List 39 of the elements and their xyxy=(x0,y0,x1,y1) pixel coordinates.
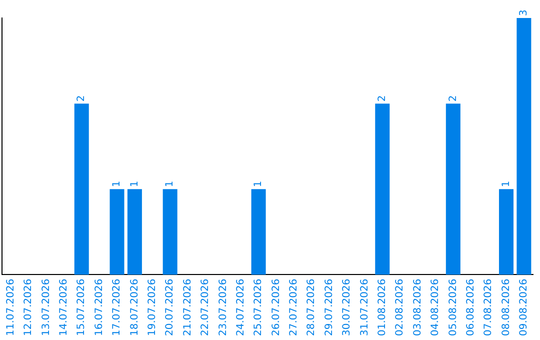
x-tick-label: 18.07.2026 xyxy=(129,278,140,336)
x-tick-label: 15.07.2026 xyxy=(76,278,88,336)
data-label: 1 xyxy=(129,180,140,188)
x-tick-label: 09.08.2026 xyxy=(518,278,530,336)
x-tick-label: 21.07.2026 xyxy=(182,278,194,336)
x-tick-label: 14.07.2026 xyxy=(58,278,70,336)
x-tick-label: 23.07.2026 xyxy=(218,278,229,336)
x-tick-label: 04.08.2026 xyxy=(430,278,442,336)
data-label: 3 xyxy=(518,10,530,16)
data-label: 2 xyxy=(448,95,459,102)
x-tick-label: 19.07.2026 xyxy=(146,278,158,336)
data-label: 1 xyxy=(112,180,123,188)
x-tick-label: 25.07.2026 xyxy=(253,278,264,336)
x-tick-label: 24.07.2026 xyxy=(235,278,246,336)
data-label: 1 xyxy=(164,180,176,188)
x-tick-label: 27.07.2026 xyxy=(288,278,300,336)
x-tick-label: 22.07.2026 xyxy=(200,278,212,336)
data-label: 2 xyxy=(76,95,88,102)
x-tick-label: 01.08.2026 xyxy=(376,278,388,336)
data-label: 1 xyxy=(500,180,512,188)
x-tick-label: 06.08.2026 xyxy=(465,278,476,336)
x-tick-label: 31.07.2026 xyxy=(359,278,370,336)
x-tick-label: 11.07.2026 xyxy=(5,278,16,336)
x-tick-label: 26.07.2026 xyxy=(270,278,282,336)
x-tick-label: 02.08.2026 xyxy=(394,278,406,336)
data-label: 1 xyxy=(253,180,264,188)
x-tick-label: 07.08.2026 xyxy=(483,278,494,336)
x-tick-label: 08.08.2026 xyxy=(500,278,512,336)
data-label: 2 xyxy=(376,95,388,102)
x-tick-label: 03.08.2026 xyxy=(412,278,424,336)
x-tick-label: 29.07.2026 xyxy=(324,278,335,336)
x-tick-label: 05.08.2026 xyxy=(448,278,459,336)
x-tick-label: 17.07.2026 xyxy=(112,278,123,336)
x-tick-label: 13.07.2026 xyxy=(40,278,52,336)
x-tick-label: 20.07.2026 xyxy=(164,278,176,336)
x-tick-label: 12.07.2026 xyxy=(23,278,34,336)
x-tick-label: 16.07.2026 xyxy=(94,278,105,336)
x-tick-label: 30.07.2026 xyxy=(342,278,353,336)
x-tick-label: 28.07.2026 xyxy=(306,278,318,336)
